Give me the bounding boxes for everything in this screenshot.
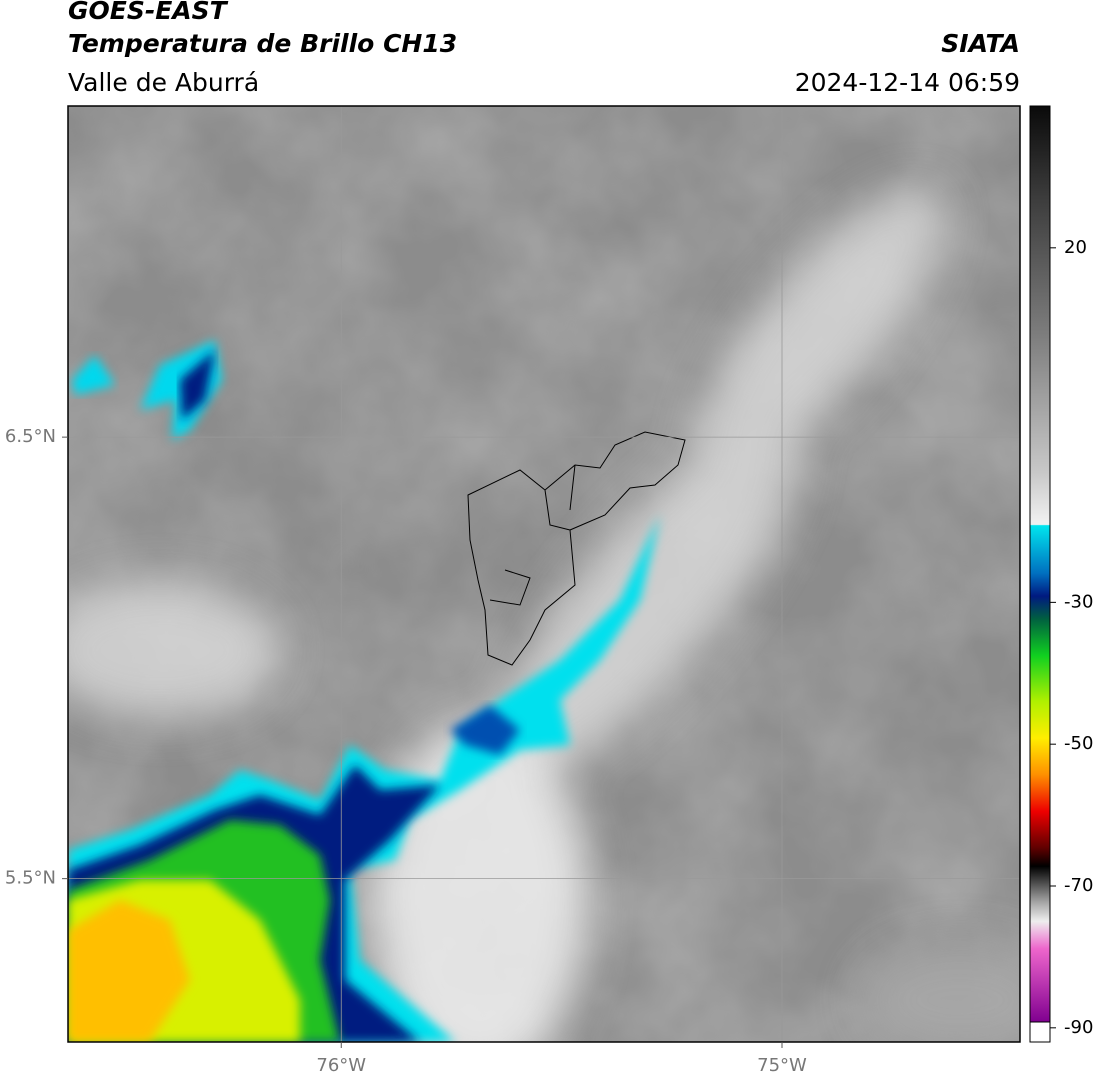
x-tick-label: 75°W — [757, 1055, 807, 1076]
y-tick-label: 6.5°N — [5, 426, 56, 447]
colorbar-tick-label: 20 — [1064, 237, 1087, 258]
y-tick-label: 5.5°N — [5, 868, 56, 889]
subtitle: Temperatura de Brillo CH13 — [68, 29, 457, 58]
colorbar — [1030, 106, 1050, 1022]
satellite-image — [68, 106, 1020, 1042]
aburra-outline — [467, 431, 686, 666]
title: GOES-EAST — [68, 0, 229, 25]
colorbar-tick-label: -30 — [1064, 591, 1093, 612]
graticule — [68, 106, 1020, 1042]
colorbar-tick-label: -90 — [1064, 1017, 1093, 1038]
datetime: 2024-12-14 06:59 — [795, 68, 1020, 97]
colorbar-tick-label: -50 — [1064, 733, 1093, 754]
x-tick-label: 76°W — [316, 1055, 366, 1076]
cold-cloud — [68, 340, 660, 1042]
colorbar-frame — [1029, 105, 1051, 1043]
colorbar-tick-label: -70 — [1064, 875, 1093, 896]
colorbar-under — [1029, 1021, 1051, 1043]
region: Valle de Aburrá — [68, 68, 259, 97]
source: SIATA — [941, 29, 1020, 58]
map-frame — [67, 105, 1021, 1043]
